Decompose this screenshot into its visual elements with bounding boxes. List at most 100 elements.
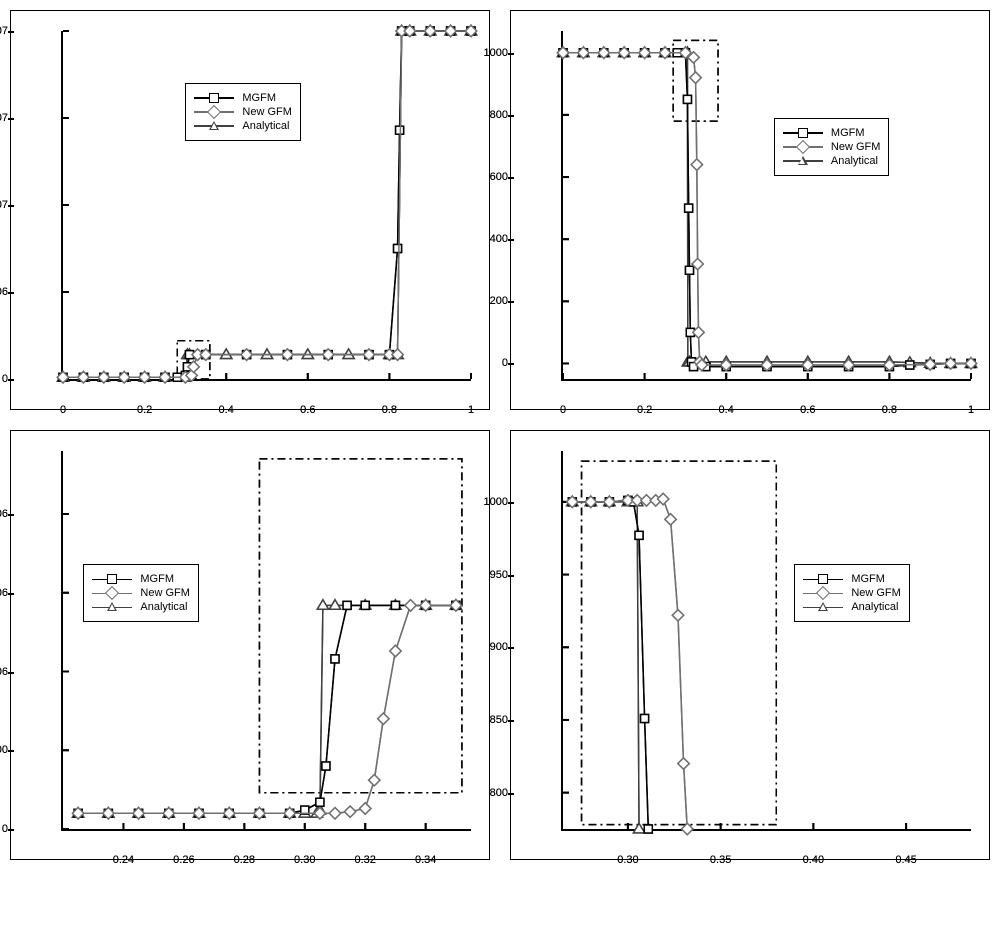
legend-item-newgfm: New GFM <box>803 587 901 599</box>
legend-label-analytical: Analytical <box>140 601 187 613</box>
square-icon <box>818 574 828 584</box>
x-tick-label: 0.30 <box>617 854 638 866</box>
square-icon <box>107 574 117 584</box>
diamond-icon <box>796 140 810 154</box>
marker-newgfm <box>405 600 416 611</box>
marker-mgfm <box>316 798 324 806</box>
legend-label-newgfm: New GFM <box>831 141 881 153</box>
legend: MGFM New GFM Analytical <box>794 564 910 622</box>
legend-label-mgfm: MGFM <box>831 127 865 139</box>
x-tick-label: 0.6 <box>800 404 815 416</box>
legend-item-analytical: Analytical <box>803 601 901 613</box>
x-tick-label: 0.8 <box>382 404 397 416</box>
x-tick-label: 0.4 <box>219 404 234 416</box>
legend-item-mgfm: MGFM <box>92 573 190 585</box>
triangle-icon <box>818 602 828 612</box>
marker-analytical <box>302 349 313 359</box>
y-tick-label: 400 <box>490 233 508 245</box>
legend-label-analytical: Analytical <box>831 155 878 167</box>
y-tick-label: 200 <box>490 295 508 307</box>
marker-mgfm <box>683 95 691 103</box>
series-mgfm <box>78 605 456 813</box>
y-tick-label: 600 <box>490 171 508 183</box>
marker-newgfm <box>678 758 689 769</box>
legend-item-mgfm: MGFM <box>783 127 881 139</box>
x-tick-label: 0.24 <box>113 854 134 866</box>
legend-item-mgfm: MGFM <box>194 92 292 104</box>
x-tick-label: 1 <box>468 404 474 416</box>
x-tick-label: 0.6 <box>300 404 315 416</box>
y-tick-label: 2E+07 <box>0 25 8 37</box>
y-tick-label: 5E+06 <box>0 286 8 298</box>
marker-newgfm <box>329 808 340 819</box>
y-tick-label: 1E+06 <box>0 666 8 678</box>
x-tick-label: 0.8 <box>882 404 897 416</box>
marker-analytical <box>329 600 340 610</box>
marker-analytical <box>343 349 354 359</box>
legend-label-analytical: Analytical <box>851 601 898 613</box>
marker-newgfm <box>369 775 380 786</box>
x-tick-label: 1 <box>968 404 974 416</box>
chart-grid: 05E+061E+071.5E+072E+0700.20.40.60.81MGF… <box>0 0 1000 870</box>
chart-a-plot: 05E+061E+071.5E+072E+0700.20.40.60.81MGF… <box>61 31 471 381</box>
legend-label-mgfm: MGFM <box>140 573 174 585</box>
x-tick-label: 0 <box>560 404 566 416</box>
marker-mgfm <box>361 601 369 609</box>
x-tick-label: 0.34 <box>415 854 436 866</box>
marker-newgfm <box>665 514 676 525</box>
x-tick-label: 0.45 <box>895 854 916 866</box>
marker-mgfm <box>685 204 693 212</box>
chart-d-panel: 80085090095010000.300.350.400.45MGFMNew … <box>510 430 990 860</box>
legend-item-analytical: Analytical <box>92 601 190 613</box>
y-tick-label: 1.5E+06 <box>0 587 8 599</box>
marker-mgfm <box>394 245 402 253</box>
diamond-icon <box>105 586 119 600</box>
y-tick-label: 500000 <box>0 744 8 756</box>
legend-label-newgfm: New GFM <box>140 587 190 599</box>
y-tick-label: 2E+06 <box>0 508 8 520</box>
x-tick-label: 0.2 <box>137 404 152 416</box>
legend: MGFM New GFM Analytical <box>83 564 199 622</box>
x-tick-label: 0.26 <box>173 854 194 866</box>
legend-label-mgfm: MGFM <box>242 92 276 104</box>
y-tick-label: 850 <box>490 714 508 726</box>
triangle-icon <box>798 156 808 166</box>
series-newgfm <box>563 53 971 365</box>
series-analytical <box>78 605 456 813</box>
marker-mgfm <box>322 762 330 770</box>
legend-item-newgfm: New GFM <box>783 141 881 153</box>
triangle-icon <box>209 121 219 131</box>
series-analytical <box>563 53 971 364</box>
marker-mgfm <box>644 825 652 833</box>
marker-newgfm <box>691 159 702 170</box>
triangle-icon <box>107 602 117 612</box>
y-tick-label: 800 <box>490 109 508 121</box>
series-newgfm <box>572 499 687 829</box>
square-icon <box>209 93 219 103</box>
marker-newgfm <box>378 713 389 724</box>
y-tick-label: 1000 <box>484 496 508 508</box>
legend-item-newgfm: New GFM <box>194 106 292 118</box>
marker-newgfm <box>390 645 401 656</box>
legend-item-analytical: Analytical <box>783 155 881 167</box>
marker-analytical <box>317 600 328 610</box>
y-tick-label: 950 <box>490 569 508 581</box>
marker-analytical <box>261 349 272 359</box>
legend-item-mgfm: MGFM <box>803 573 901 585</box>
series-newgfm <box>78 605 456 813</box>
marker-newgfm <box>672 610 683 621</box>
marker-mgfm <box>391 601 399 609</box>
dashed-highlight-box <box>259 459 461 793</box>
y-tick-label: 1.5E+07 <box>0 112 8 124</box>
y-tick-label: 1E+07 <box>0 199 8 211</box>
x-tick-label: 0.4 <box>719 404 734 416</box>
diamond-icon <box>816 586 830 600</box>
chart-b-panel: 0200400600800100000.20.40.60.81MGFMNew G… <box>510 10 990 410</box>
legend-item-analytical: Analytical <box>194 120 292 132</box>
legend-label-analytical: Analytical <box>242 120 289 132</box>
series-mgfm <box>563 53 971 367</box>
y-tick-label: 800 <box>490 787 508 799</box>
marker-mgfm <box>396 126 404 134</box>
y-tick-label: 900 <box>490 641 508 653</box>
legend-item-newgfm: New GFM <box>92 587 190 599</box>
